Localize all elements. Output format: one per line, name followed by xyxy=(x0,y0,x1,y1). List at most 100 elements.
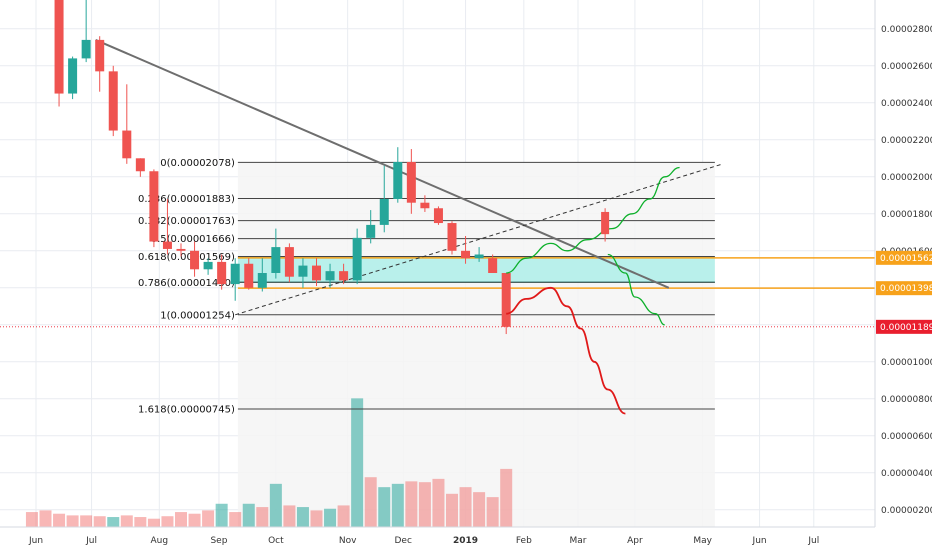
candle-body xyxy=(501,273,511,327)
volume-bar xyxy=(134,517,147,527)
volume-bar xyxy=(188,513,201,527)
volume-bar xyxy=(459,487,472,527)
projection-green-down-path[interactable] xyxy=(607,253,665,326)
time-axis-tick-label: Aug xyxy=(151,536,169,546)
price-axis-tick-label: 0.00002800 xyxy=(881,25,932,35)
zone-fill xyxy=(237,257,715,283)
price-tag xyxy=(876,281,932,296)
candle-body xyxy=(406,162,416,203)
price-axis-tick-label: 0.00002400 xyxy=(881,99,932,109)
ascending-dashed-trendline[interactable] xyxy=(235,163,724,316)
price-axis-tick-label: 0.00001800 xyxy=(881,210,932,220)
candle-body xyxy=(162,241,172,249)
price-axis-tick-label: 0.00002600 xyxy=(881,62,932,72)
price-tag-label: 0.00001398 xyxy=(880,284,932,294)
volume-bar xyxy=(486,497,499,527)
volume-bar xyxy=(446,493,458,527)
candle-body xyxy=(81,39,91,59)
volume-bar xyxy=(405,481,418,527)
candle-body xyxy=(230,263,240,285)
time-axis-tick-label: Feb xyxy=(516,536,532,546)
fib-level-label: 0.236(0.00001883) xyxy=(138,194,235,205)
fib-level-label: 0.786(0.00001430) xyxy=(138,278,235,289)
time-axis-tick-label: Nov xyxy=(339,536,357,546)
candle-body xyxy=(433,208,443,224)
volume-bar xyxy=(161,516,174,527)
candlesticks xyxy=(54,0,511,335)
candle-body xyxy=(108,71,118,131)
price-axis-tick-label: 0.00001000 xyxy=(881,358,932,368)
time-axis-tick-label: Jul xyxy=(807,536,819,546)
volume-bar xyxy=(310,510,323,527)
candle-body xyxy=(95,39,105,72)
price-axis-tick-label: 0.00002000 xyxy=(881,173,932,183)
fib-level-label: 0(0.00002078) xyxy=(160,158,235,169)
projection-paths[interactable] xyxy=(506,166,680,415)
time-axis-tick-label: May xyxy=(693,536,712,546)
candle-body xyxy=(54,0,64,94)
candle-body xyxy=(461,250,471,259)
volume-bar xyxy=(53,513,66,527)
price-axis-tick-label: 0.00002200 xyxy=(881,136,932,146)
projection-candle-body xyxy=(601,211,610,235)
volume-bars xyxy=(25,398,513,527)
time-axis-tick-label: Jul xyxy=(85,536,97,546)
fib-level-label: 0.5(0.00001666) xyxy=(151,234,235,245)
fib-level-label: 0.382(0.00001763) xyxy=(138,216,235,227)
candle-body xyxy=(135,158,145,172)
price-axis-tick-label: 0.00000600 xyxy=(881,432,932,442)
candle-body xyxy=(122,130,132,159)
trend-lines[interactable] xyxy=(0,38,875,328)
time-axis-tick-label: Jun xyxy=(28,536,43,546)
candle-body xyxy=(257,273,267,288)
volume-bar xyxy=(269,483,282,527)
volume-bar xyxy=(147,518,160,527)
volume-bar xyxy=(175,512,187,527)
volume-bar xyxy=(418,482,431,527)
time-axis-tick-label: Oct xyxy=(268,536,284,546)
time-axis-tick-label: 2019 xyxy=(453,536,478,546)
price-tag-label: 0.00001189 xyxy=(880,323,932,333)
volume-bar xyxy=(107,517,120,527)
price-tag xyxy=(876,319,932,334)
volume-bar xyxy=(93,516,106,527)
fib-background xyxy=(237,162,715,527)
candle-body xyxy=(312,265,321,281)
candle-body xyxy=(244,263,254,288)
candle-body xyxy=(298,265,308,277)
volume-bar xyxy=(120,515,133,527)
candle-body xyxy=(379,199,389,225)
price-tag-label: 0.00001562 xyxy=(880,254,932,264)
candle-body xyxy=(176,248,186,251)
candle-body xyxy=(352,237,362,281)
fib-level-label: 0.618(0.00001569) xyxy=(138,252,235,263)
candle-body xyxy=(339,271,349,281)
volume-bar xyxy=(80,515,93,527)
volume-bar xyxy=(337,505,350,527)
descending-trendline[interactable] xyxy=(95,38,670,289)
candle-body xyxy=(284,247,294,277)
fib-retracement[interactable]: 0(0.00002078) 0.236(0.00001883) 0.382(0.00… xyxy=(138,158,715,416)
candle-body xyxy=(203,261,213,270)
price-tags: 0.00001562 0.00001398 0.00001189 xyxy=(876,250,932,334)
volume-bar xyxy=(283,505,296,527)
volume-bar xyxy=(351,398,364,527)
volume-bar xyxy=(473,492,486,527)
candle-body xyxy=(420,202,430,209)
projection-up-path[interactable] xyxy=(506,166,680,274)
candle-body xyxy=(393,162,403,199)
time-axis[interactable]: Jun Jul Aug Sep Oct Nov Dec 2019 Feb Mar Apr May Jun… xyxy=(0,526,875,546)
volume-bar xyxy=(500,468,513,527)
candle-body xyxy=(474,254,484,259)
projection-red-down-path[interactable] xyxy=(506,286,626,415)
fib-area xyxy=(237,162,715,527)
support-zone xyxy=(237,257,715,283)
candle-body xyxy=(217,261,227,285)
volume-bar xyxy=(25,512,38,527)
candle-body xyxy=(149,171,159,242)
price-axis-tick-label: 0.00000400 xyxy=(881,469,932,479)
candle-body xyxy=(271,247,281,273)
volume-bar xyxy=(324,508,337,527)
volume-bar xyxy=(66,515,79,527)
